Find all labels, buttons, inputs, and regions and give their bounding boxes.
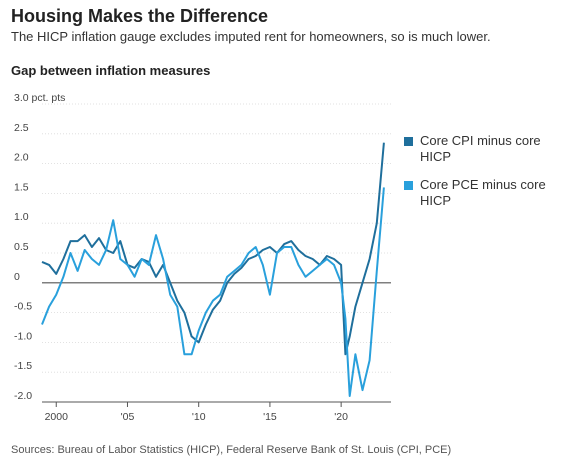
y-tick-label: 0 bbox=[14, 271, 20, 283]
x-tick-label: '05 bbox=[121, 411, 135, 423]
y-tick-label: -0.5 bbox=[14, 301, 32, 313]
legend-item-cpi: Core CPI minus core HICP bbox=[404, 133, 574, 165]
legend-swatch-pce bbox=[404, 181, 413, 190]
x-tick-label: '10 bbox=[192, 411, 206, 423]
series-line-1 bbox=[41, 187, 385, 397]
x-tick-label: '20 bbox=[334, 411, 348, 423]
legend-swatch-cpi bbox=[404, 137, 413, 146]
y-tick-label: 0.5 bbox=[14, 241, 29, 253]
y-tick-label: 3.0 pct. pts bbox=[14, 92, 65, 104]
chart-title: Housing Makes the Difference bbox=[11, 6, 269, 26]
y-tick-label: 1.5 bbox=[14, 181, 29, 193]
y-tick-label: 2.0 bbox=[14, 152, 29, 164]
y-tick-label: -1.0 bbox=[14, 330, 32, 342]
chart-subtitle: The HICP inflation gauge excludes impute… bbox=[11, 29, 491, 44]
series-line-0 bbox=[41, 142, 385, 356]
x-tick-label: '15 bbox=[263, 411, 277, 423]
y-tick-label: -1.5 bbox=[14, 360, 32, 372]
x-tick-label: 2000 bbox=[45, 411, 69, 423]
source-note: Sources: Bureau of Labor Statistics (HIC… bbox=[11, 444, 452, 456]
legend-label-pce: Core PCE minus core HICP bbox=[420, 177, 546, 208]
y-tick-label: -2.0 bbox=[14, 390, 32, 402]
legend-item-pce: Core PCE minus core HICP bbox=[404, 177, 574, 209]
legend: Core CPI minus core HICP Core PCE minus … bbox=[404, 133, 574, 221]
y-tick-label: 1.0 bbox=[14, 211, 29, 223]
chart-heading: Gap between inflation measures bbox=[11, 63, 211, 78]
legend-label-cpi: Core CPI minus core HICP bbox=[420, 133, 541, 164]
y-tick-label: 2.5 bbox=[14, 122, 29, 134]
